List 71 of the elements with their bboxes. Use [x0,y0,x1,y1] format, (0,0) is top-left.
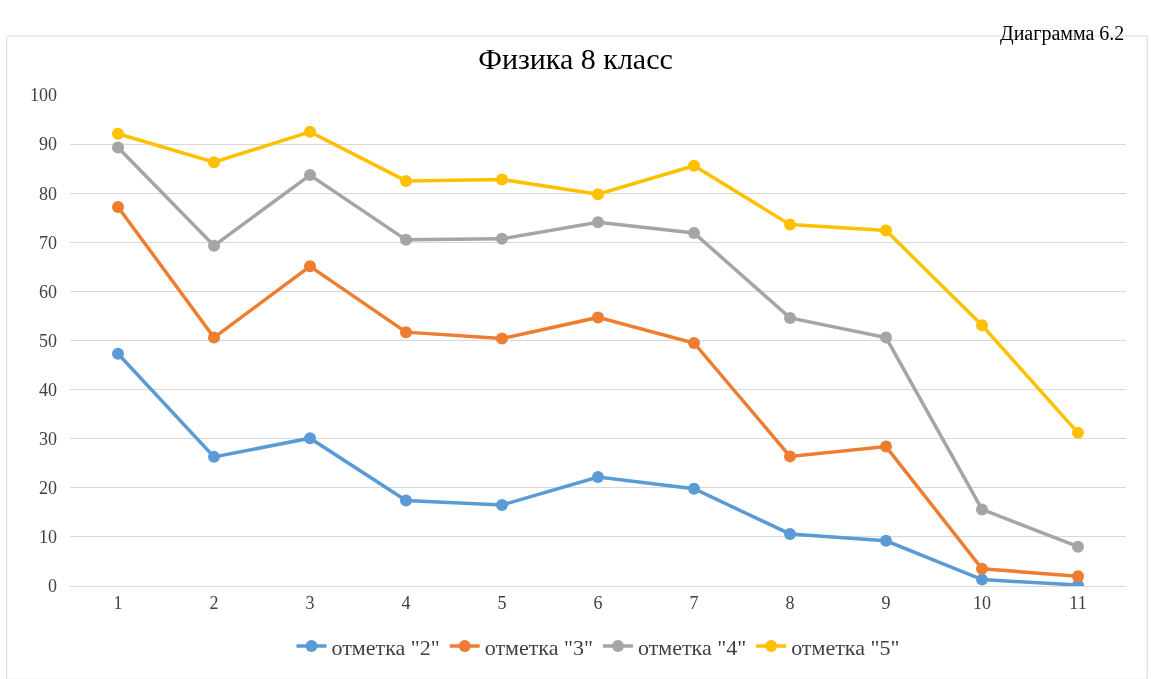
y-tick-label: 20 [39,478,57,499]
y-tick-label: 100 [30,85,57,106]
point [976,562,988,575]
point [976,573,988,586]
point [400,494,412,507]
y-tick-label: 50 [39,330,57,351]
y-tick-label: 0 [48,576,57,597]
x-tick-label: 3 [305,592,315,613]
x-tick-label: 8 [785,592,795,613]
x-tick-label: 2 [209,592,219,613]
chart-title: Физика 8 класс [478,41,673,75]
point [880,534,892,547]
text: Диаграмма 6.2 [1000,22,1125,45]
legend-label: отметка "3" [484,634,593,660]
point [784,450,796,463]
point [112,141,124,154]
y-tick-label: 80 [39,183,57,204]
point [400,233,412,246]
point [304,125,316,138]
point [880,224,892,237]
legend-label: отметка "4" [637,634,747,660]
point [400,326,412,339]
legend-label: отметка "5" [791,634,900,660]
point [112,127,124,140]
point [688,336,700,349]
point [688,482,700,495]
point [208,239,220,252]
point [496,498,508,511]
x-tick-label: 4 [401,592,411,613]
point [688,226,700,239]
x-tick-label: 1 [113,592,123,613]
point [880,440,892,453]
point [1072,540,1084,553]
point [1072,570,1084,583]
point [496,173,508,186]
point [208,156,220,169]
point [304,432,316,445]
y-tick-label: 10 [39,527,57,548]
point [592,216,604,229]
x-tick-label: 5 [497,592,507,613]
x-tick-label: 6 [593,592,603,613]
point [976,319,988,332]
y-tick-label: 60 [39,281,57,302]
point [688,159,700,172]
point [496,232,508,245]
x-tick-label: 10 [973,592,991,613]
point [592,188,604,201]
point [400,174,412,187]
legend-label: отметка "2" [331,634,440,660]
point [112,347,124,360]
x-tick-label: 7 [689,592,699,613]
point [208,450,220,463]
y-tick-label: 30 [39,429,57,449]
y-tick-label: 90 [39,134,57,155]
point [880,331,892,344]
point [784,311,796,324]
x-tick-label: 9 [881,592,891,613]
point [976,503,988,516]
point [784,218,796,231]
point [496,332,508,345]
point [304,260,316,273]
point [112,200,124,213]
point [1072,426,1084,439]
y-tick-label: 40 [39,379,57,400]
point [304,169,316,182]
point [208,331,220,344]
y-tick-label: 70 [39,232,57,253]
point [592,471,604,483]
x-tick-label: 11 [1069,592,1087,613]
point [592,311,604,324]
point [784,527,796,540]
